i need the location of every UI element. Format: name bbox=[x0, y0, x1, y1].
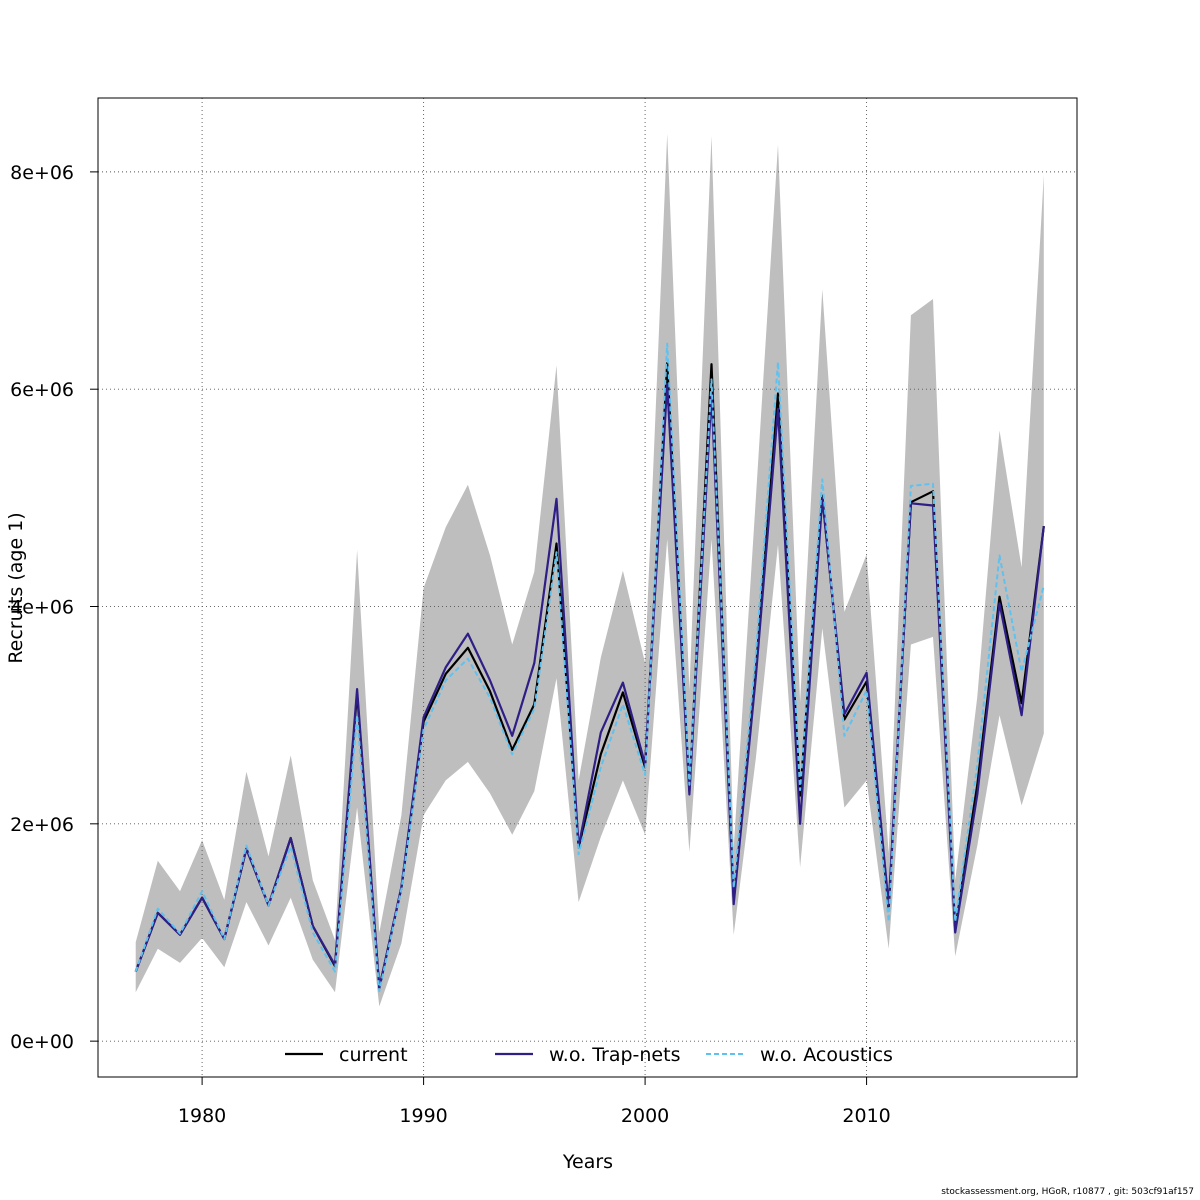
axes-layer: 1980 1990 2000 2010 0e+00 2e+06 4e+06 6e+06 8e+0… bbox=[10, 162, 891, 1127]
y-tick-label: 6e+06 bbox=[10, 379, 74, 401]
x-tick-label: 2010 bbox=[842, 1105, 890, 1127]
legend-label-2: w.o. Trap-nets bbox=[549, 1044, 680, 1066]
confidence-band-layer bbox=[135, 133, 1044, 1007]
legend: current w.o. Trap-nets w.o. Acoustics bbox=[285, 1044, 893, 1066]
series-lines-layer bbox=[134, 342, 1045, 993]
x-tick-label: 2000 bbox=[621, 1105, 669, 1127]
confidence-band bbox=[135, 133, 1044, 1007]
x-tick-label: 1990 bbox=[399, 1105, 447, 1127]
x-tick-label: 1980 bbox=[178, 1105, 226, 1127]
y-tick-label: 8e+06 bbox=[10, 162, 74, 184]
legend-label-3: w.o. Acoustics bbox=[760, 1044, 893, 1066]
x-axis-label: Years bbox=[562, 1151, 613, 1173]
y-tick-label: 2e+06 bbox=[10, 814, 74, 836]
y-tick-label: 4e+06 bbox=[10, 597, 74, 619]
footer-credit: stockassessment.org, HGoR, r10877 , git:… bbox=[941, 1187, 1194, 1197]
y-tick-label: 0e+00 bbox=[10, 1031, 74, 1053]
plot-frame bbox=[97, 97, 1078, 1078]
legend-label-1: current bbox=[339, 1044, 408, 1066]
series-line-3 bbox=[134, 342, 1045, 993]
y-axis-label: Recruits (age 1) bbox=[5, 512, 27, 663]
